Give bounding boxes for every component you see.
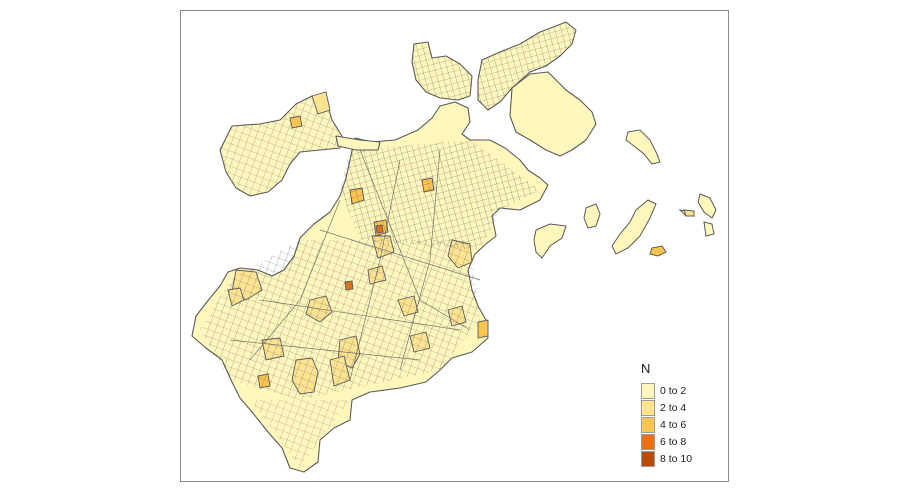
harbor-island-tract-high [649, 245, 667, 257]
harbor-island-tract [683, 209, 695, 217]
street-network [200, 140, 540, 468]
allston-streets [220, 96, 342, 196]
legend-swatch [641, 450, 655, 467]
legend-swatch [641, 416, 655, 433]
legend-swatch [641, 433, 655, 450]
harbor-islands [533, 129, 717, 259]
legend-swatch [641, 399, 655, 416]
legend-item: 4 to 6 [641, 416, 721, 433]
legend-label: 0 to 2 [660, 384, 687, 397]
allston-tract [311, 91, 331, 115]
legend-label: 2 to 4 [660, 401, 687, 414]
legend-item: 0 to 2 [641, 382, 721, 399]
legend-item: 6 to 8 [641, 433, 721, 450]
legend-label: 8 to 10 [660, 452, 693, 465]
charlestown-streets [412, 42, 472, 100]
allston-tract-high [289, 115, 303, 129]
legend-label: 6 to 8 [660, 435, 687, 448]
east-boston-streets [478, 22, 576, 110]
legend-title: N [641, 361, 651, 376]
legend: N 0 to 2 2 to 4 4 to 6 6 to 8 8 to 10 [641, 361, 721, 467]
legend-item: 8 to 10 [641, 450, 721, 467]
river-corridor [335, 135, 381, 151]
logan-airport [509, 71, 597, 157]
legend-label: 4 to 6 [660, 418, 687, 431]
legend-swatch [641, 382, 655, 399]
legend-item: 2 to 4 [641, 399, 721, 416]
